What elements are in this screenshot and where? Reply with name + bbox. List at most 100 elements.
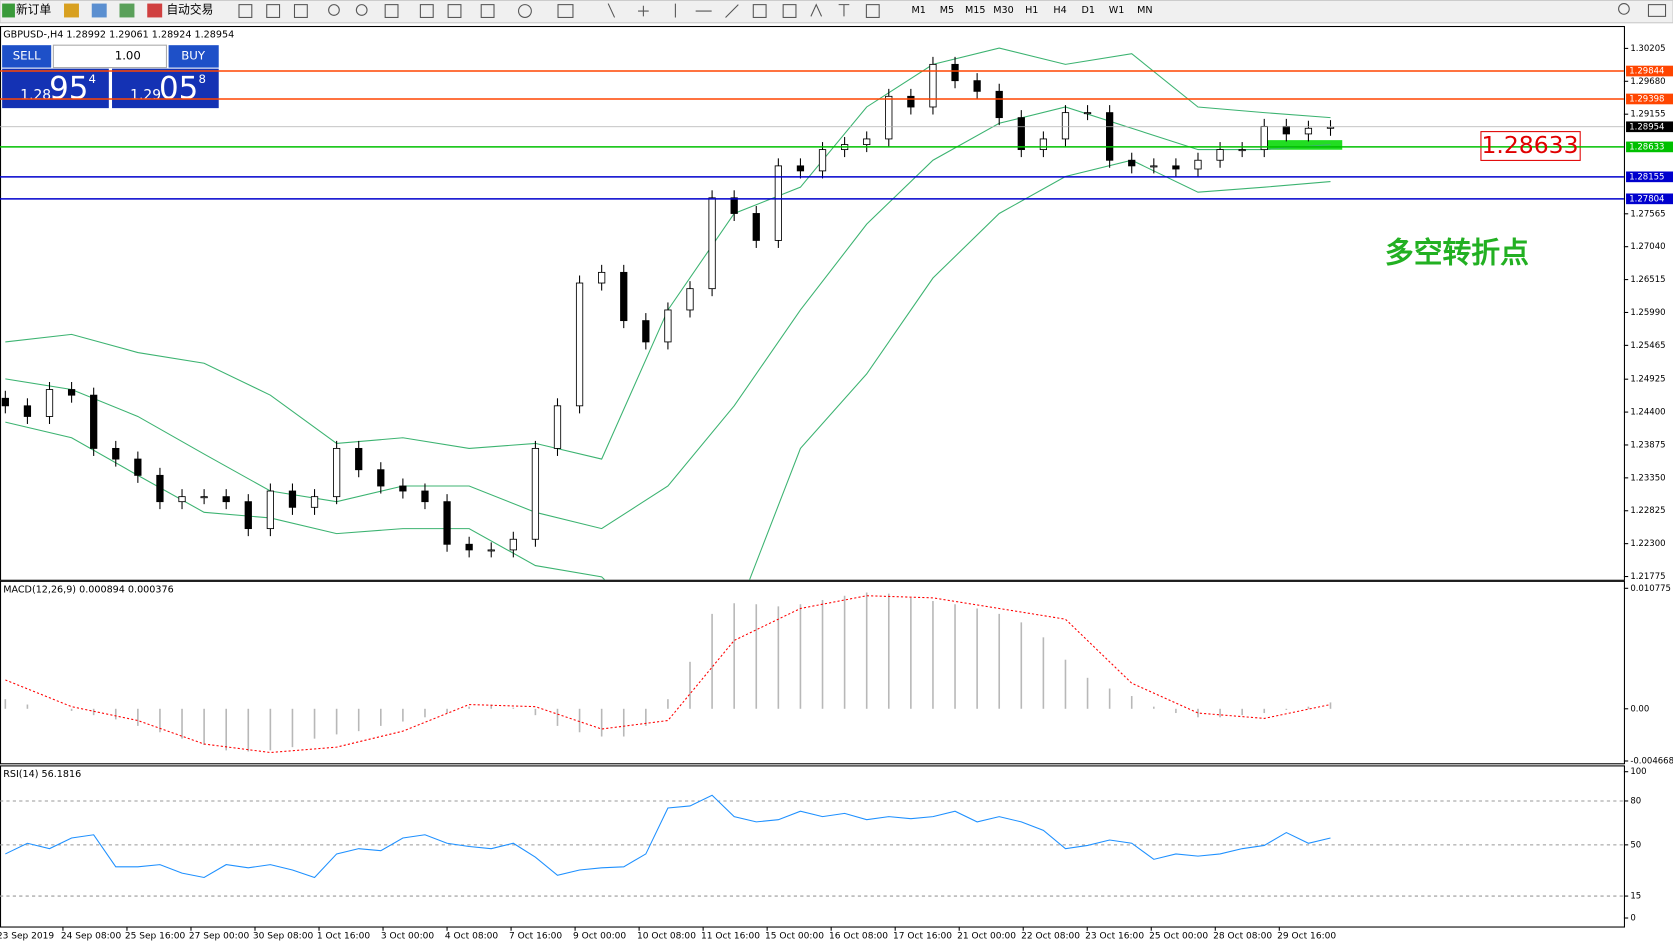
timeframe-button[interactable]: H1 (1025, 5, 1038, 16)
candle-body (288, 490, 297, 508)
icon[interactable] (2, 3, 15, 18)
candle-body (1172, 165, 1180, 170)
candle-body (598, 271, 606, 284)
panel-title: RSI(14) 56.1816 (3, 769, 81, 780)
icon[interactable] (147, 3, 163, 18)
y-tick-label: 50 (1630, 840, 1641, 850)
x-tick-label: 11 Oct 16:00 (701, 932, 760, 942)
timeframe-button[interactable]: W1 (1109, 5, 1125, 16)
candle-body (1128, 159, 1136, 167)
y-tick-label: 0 (1630, 914, 1635, 924)
candle-body (1, 397, 9, 407)
x-tick-label: 10 Oct 08:00 (637, 932, 696, 942)
sell-label[interactable]: SELL (13, 48, 41, 62)
candle-body (1238, 149, 1246, 152)
new-order[interactable]: 新订单 (16, 2, 51, 16)
candle-body (929, 63, 937, 108)
timeframe-button[interactable]: D1 (1082, 5, 1096, 16)
buy-label[interactable]: BUY (181, 48, 206, 62)
candle-body (200, 496, 208, 499)
candle-body (1039, 138, 1048, 151)
candle-body (730, 197, 738, 214)
plot-area (1, 47, 1335, 580)
candle-body (134, 458, 142, 476)
price-tag (1626, 121, 1673, 133)
timeframe-button[interactable]: M30 (993, 5, 1014, 16)
sell-price-box[interactable] (2, 68, 109, 109)
price-big[interactable]: 1.28 (20, 87, 51, 103)
candle-body (332, 447, 341, 498)
candle-body (266, 490, 274, 530)
candle-body (973, 80, 981, 92)
y-tick-label: 1.21775 (1630, 572, 1665, 582)
x-tick-label: 3 Oct 00:00 (381, 932, 434, 942)
buy-price-box[interactable] (112, 68, 219, 109)
price-tag (1626, 171, 1673, 183)
icon[interactable] (91, 3, 107, 18)
candle-body (1326, 126, 1335, 129)
price-callout: 1.28633 (1481, 131, 1578, 159)
price-tag-label: 1.29398 (1629, 94, 1664, 104)
x-tick-label: 23 Sep 2019 (0, 932, 54, 942)
x-tick-label: 7 Oct 16:00 (509, 932, 562, 942)
candle-body (1260, 125, 1268, 151)
x-tick-label: 25 Oct 00:00 (1149, 932, 1208, 942)
icon[interactable] (119, 3, 135, 18)
candle-body (1282, 125, 1290, 135)
timeframe-button[interactable]: H4 (1053, 5, 1066, 16)
y-tick-label: -0.004668 (1630, 756, 1673, 766)
candle-body (1017, 117, 1025, 151)
x-tick-label: 22 Oct 08:00 (1021, 932, 1080, 942)
y-tick-label: 0.00 (1630, 704, 1649, 714)
price-pips[interactable]: 05 (159, 70, 198, 106)
price-big[interactable]: 1.29 (130, 87, 161, 103)
annotation: 多空转折点 (1385, 235, 1529, 269)
toolbar (0, 0, 1673, 24)
candle-body (1216, 149, 1224, 161)
candle-body (752, 213, 760, 241)
y-tick-label: 1.23875 (1630, 440, 1665, 450)
candle-body (708, 197, 716, 290)
candle-body (796, 165, 805, 172)
rsi-line (5, 794, 1331, 879)
plot-area (4, 592, 1332, 754)
price-point[interactable]: 8 (198, 72, 205, 86)
candle-body (178, 496, 186, 503)
y-tick-label: 1.24400 (1630, 408, 1665, 418)
panel-frames (0, 25, 1625, 928)
macd-signal (5, 595, 1331, 754)
timeframe-button[interactable]: M1 (911, 5, 925, 16)
icon[interactable] (64, 3, 79, 18)
timeframe-button[interactable]: MN (1137, 5, 1152, 16)
candle-body (575, 282, 584, 407)
x-tick-label: 25 Sep 16:00 (125, 932, 186, 942)
candle-body (90, 394, 98, 449)
candle-body (553, 405, 562, 449)
toolbar-icons[interactable] (238, 3, 1667, 18)
plot-area (0, 794, 1624, 897)
auto-trading[interactable]: 自动交易 (166, 2, 213, 16)
candle-body (686, 288, 694, 311)
candle-body (885, 95, 893, 140)
volume-box[interactable] (52, 44, 167, 69)
y-tick-label: 1.25990 (1630, 308, 1665, 318)
x-tick-label: 28 Oct 08:00 (1213, 932, 1272, 942)
panel-title: GBPUSD-,H4 1.28992 1.29061 1.28924 1.289… (3, 30, 234, 41)
buy-button[interactable] (168, 45, 219, 68)
panel-title: MACD(12,26,9) 0.000894 0.000376 (3, 584, 174, 595)
sell-button[interactable] (2, 45, 52, 68)
y-tick-label: 1.23350 (1630, 473, 1665, 483)
timeframe-button[interactable]: M15 (965, 5, 985, 16)
x-tick-label: 29 Oct 16:00 (1277, 932, 1336, 942)
price-tag-label: 1.28954 (1629, 122, 1664, 132)
price-point[interactable]: 4 (89, 72, 96, 86)
y-tick-label: 1.30205 (1630, 44, 1665, 54)
y-tick-label: 1.24925 (1630, 375, 1665, 385)
candle-body (951, 63, 959, 82)
candle-body (818, 149, 827, 172)
timeframe-button[interactable]: M5 (940, 5, 954, 16)
volume[interactable]: 1.00 (115, 48, 141, 62)
candle-body (45, 389, 54, 417)
price-pips[interactable]: 95 (49, 70, 88, 106)
